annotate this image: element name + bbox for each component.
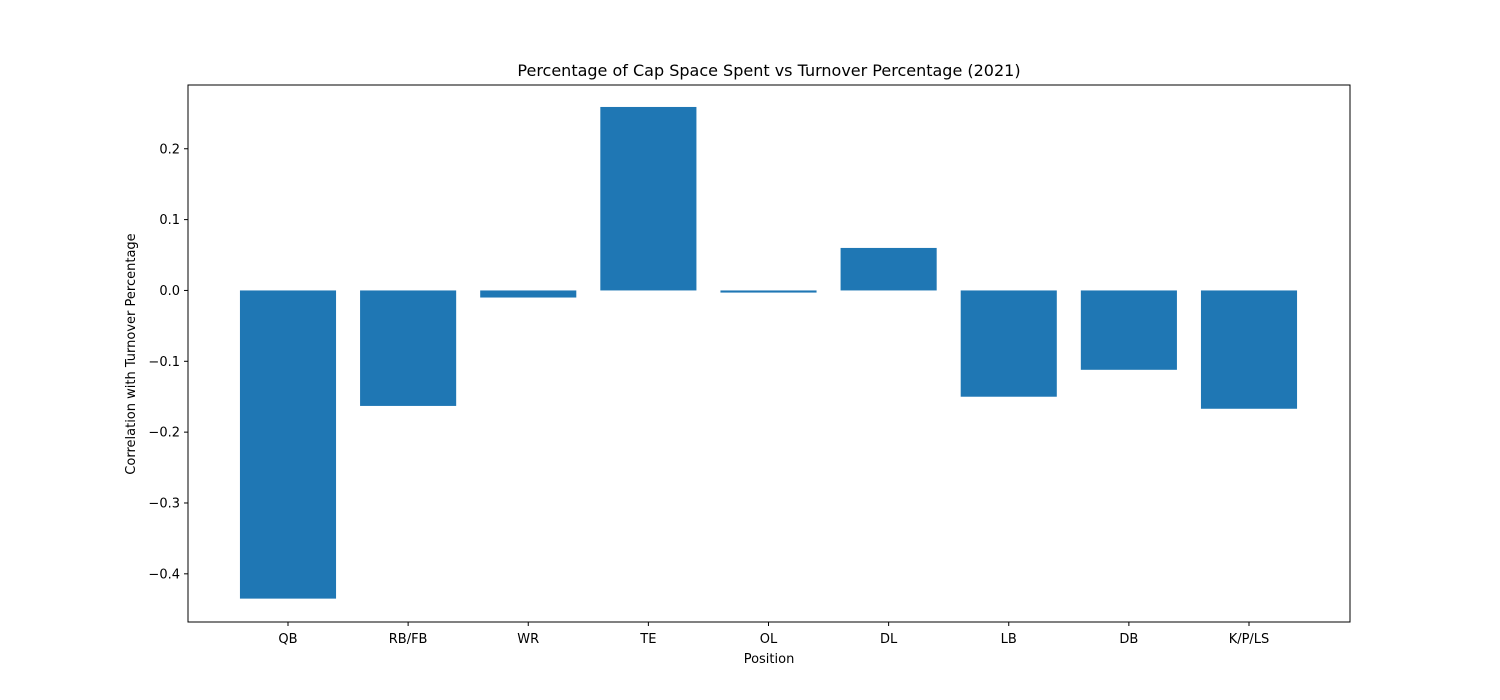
x-tick-label: TE [639,632,656,647]
y-axis-ticks: −0.4 −0.3 −0.2 −0.1 0.0 0.1 0.2 [148,142,188,582]
bar-rb-fb [360,290,457,406]
x-tick-label: OL [760,632,778,647]
x-tick-label: RB/FB [389,632,428,647]
x-tick-label: DL [880,632,898,647]
x-tick-label: LB [1001,632,1017,647]
y-tick-label: 0.0 [159,284,180,299]
y-tick-label: 0.1 [159,213,180,228]
x-axis-ticks: QB RB/FB WR TE OL DL LB DB K/P/LS [278,622,1269,647]
bar-qb [239,290,337,599]
bar-db [1080,290,1177,370]
bars [239,106,1298,599]
y-tick-label: −0.4 [148,567,180,582]
x-axis-label: Position [744,652,795,667]
bar-lb [960,290,1057,397]
x-tick-label: DB [1119,632,1138,647]
bar-dl [840,247,937,291]
bar-wr [480,290,577,298]
bar-k-p-ls [1200,290,1298,409]
y-tick-label: −0.1 [148,355,180,370]
bar-te [600,106,697,291]
y-tick-label: −0.2 [148,426,180,441]
y-tick-label: −0.3 [148,496,180,511]
bar-ol [720,290,817,293]
x-tick-label: QB [278,632,297,647]
x-tick-label: WR [517,632,539,647]
x-tick-label: K/P/LS [1229,632,1270,647]
y-axis-label: Correlation with Turnover Percentage [124,233,139,474]
y-tick-label: 0.2 [159,142,180,157]
plot-frame [187,84,1351,623]
chart-title: Percentage of Cap Space Spent vs Turnove… [517,61,1020,80]
